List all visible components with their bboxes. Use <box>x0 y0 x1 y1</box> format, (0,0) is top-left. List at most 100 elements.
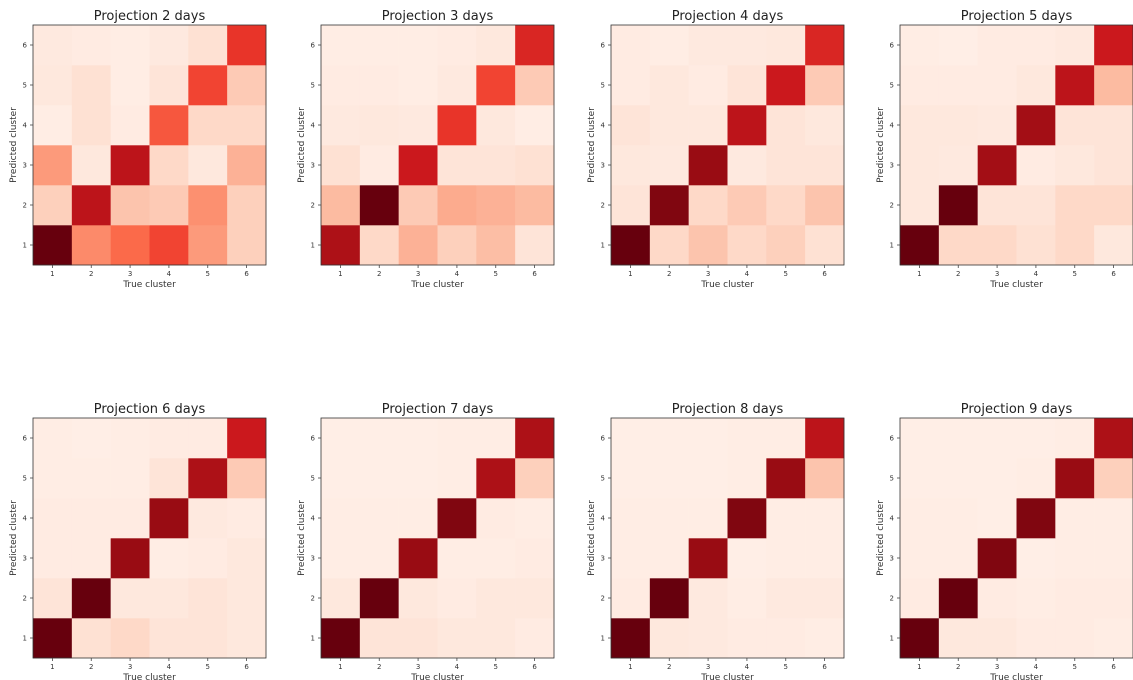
cell-pred-4-true-5 <box>188 498 228 539</box>
cell-pred-1-true-1 <box>321 618 361 659</box>
y-tick-label-3: 3 <box>890 162 894 170</box>
y-tick-label-1: 1 <box>311 635 315 643</box>
cell-pred-2-true-4 <box>1016 578 1056 619</box>
cell-pred-2-true-5 <box>188 185 228 226</box>
x-tick-label-4: 4 <box>745 270 750 278</box>
cell-pred-3-true-5 <box>476 538 516 579</box>
cell-pred-3-true-1 <box>33 145 73 186</box>
x-axis-label: True cluster <box>700 673 754 680</box>
cell-pred-4-true-2 <box>71 105 111 146</box>
cell-pred-3-true-6 <box>227 538 267 579</box>
x-tick-label-6: 6 <box>532 270 537 278</box>
cell-pred-1-true-4 <box>149 618 189 659</box>
cell-pred-6-true-5 <box>1055 25 1095 66</box>
plot-frame <box>32 417 267 659</box>
cell-pred-2-true-4 <box>727 185 767 226</box>
cell-pred-1-true-2 <box>359 225 399 266</box>
cell-pred-6-true-3 <box>398 418 438 459</box>
cell-pred-2-true-2 <box>71 578 111 619</box>
heatmap-panel-8: Projection 9 days 1 2 3 4 5 6 1 2 3 4 5 6 True cluste… <box>876 402 1133 680</box>
cell-pred-4-true-1 <box>33 105 73 146</box>
cell-pred-6-true-6 <box>515 25 555 66</box>
cell-pred-6-true-2 <box>649 418 689 459</box>
x-tick-label-3: 3 <box>128 270 132 278</box>
cell-pred-3-true-4 <box>149 538 189 579</box>
cell-pred-6-true-3 <box>398 25 438 66</box>
x-tick-label-2: 2 <box>377 270 381 278</box>
heatmap-panel-6: Projection 7 days 1 2 3 4 5 6 1 2 3 4 5 6 True cluste… <box>297 402 555 680</box>
x-axis-label: True cluster <box>989 673 1043 680</box>
y-tick-label-6: 6 <box>23 42 28 50</box>
plot-frame <box>610 417 845 659</box>
cell-pred-3-true-1 <box>321 145 361 186</box>
y-tick-label-4: 4 <box>23 122 28 130</box>
cell-pred-3-true-5 <box>188 538 228 579</box>
cell-pred-2-true-4 <box>1016 185 1056 226</box>
x-tick-label-2: 2 <box>89 270 93 278</box>
y-tick-label-4: 4 <box>311 122 316 130</box>
y-tick-label-5: 5 <box>890 82 894 90</box>
y-tick-label-4: 4 <box>890 515 895 523</box>
x-tick-label-1: 1 <box>628 270 632 278</box>
x-tick-label-1: 1 <box>338 663 342 671</box>
cell-pred-4-true-6 <box>805 105 845 146</box>
cell-pred-5-true-2 <box>359 65 399 106</box>
cell-pred-4-true-5 <box>1055 498 1095 539</box>
cell-pred-1-true-5 <box>1055 225 1095 266</box>
y-tick-label-3: 3 <box>23 555 27 563</box>
cell-pred-1-true-1 <box>900 225 940 266</box>
x-axis-label: True cluster <box>989 280 1043 290</box>
heatmap-panel-1: Projection 2 days 1 2 3 4 5 6 1 2 3 4 5 6 True cluste… <box>9 9 267 290</box>
cell-pred-4-true-2 <box>359 105 399 146</box>
cell-pred-6-true-6 <box>1094 25 1133 66</box>
cell-pred-6-true-2 <box>359 25 399 66</box>
cell-pred-1-true-2 <box>938 618 978 659</box>
cell-pred-2-true-6 <box>227 185 267 226</box>
cell-pred-5-true-2 <box>359 458 399 499</box>
cell-pred-2-true-5 <box>476 185 516 226</box>
cell-pred-4-true-1 <box>900 105 940 146</box>
cell-pred-4-true-3 <box>398 498 438 539</box>
cell-pred-3-true-1 <box>900 538 940 579</box>
cell-pred-4-true-3 <box>688 498 728 539</box>
cell-pred-3-true-5 <box>766 145 806 186</box>
cell-pred-2-true-2 <box>649 185 689 226</box>
cell-pred-6-true-1 <box>33 418 73 459</box>
cell-pred-2-true-5 <box>766 578 806 619</box>
x-axis-label: True cluster <box>700 280 754 290</box>
cell-pred-6-true-3 <box>688 25 728 66</box>
cell-pred-2-true-1 <box>900 185 940 226</box>
cell-pred-5-true-1 <box>611 458 651 499</box>
cell-pred-4-true-2 <box>359 498 399 539</box>
y-tick-label-6: 6 <box>311 42 316 50</box>
cell-pred-4-true-4 <box>1016 498 1056 539</box>
y-tick-label-6: 6 <box>890 435 895 443</box>
cell-pred-3-true-3 <box>977 145 1017 186</box>
cell-pred-2-true-3 <box>398 185 438 226</box>
x-tick-label-4: 4 <box>745 663 750 671</box>
y-tick-label-2: 2 <box>23 202 27 210</box>
cell-pred-6-true-5 <box>476 418 516 459</box>
panel-title: Projection 7 days <box>382 402 494 417</box>
x-tick-label-1: 1 <box>50 270 54 278</box>
cell-pred-3-true-2 <box>649 145 689 186</box>
cell-pred-2-true-5 <box>1055 578 1095 619</box>
cell-pred-6-true-1 <box>321 418 361 459</box>
cell-pred-4-true-4 <box>149 105 189 146</box>
cell-pred-2-true-5 <box>188 578 228 619</box>
x-tick-label-3: 3 <box>995 663 999 671</box>
cell-pred-3-true-3 <box>110 145 150 186</box>
cell-pred-6-true-3 <box>110 418 150 459</box>
x-tick-label-6: 6 <box>1111 663 1116 671</box>
cell-pred-3-true-6 <box>515 145 555 186</box>
cell-pred-1-true-3 <box>398 618 438 659</box>
cell-pred-5-true-3 <box>977 458 1017 499</box>
x-tick-label-1: 1 <box>917 663 921 671</box>
cell-pred-1-true-4 <box>149 225 189 266</box>
cell-pred-3-true-3 <box>977 538 1017 579</box>
cell-pred-3-true-6 <box>227 145 267 186</box>
y-tick-label-4: 4 <box>23 515 28 523</box>
cell-pred-3-true-4 <box>727 145 767 186</box>
cell-pred-4-true-5 <box>476 105 516 146</box>
